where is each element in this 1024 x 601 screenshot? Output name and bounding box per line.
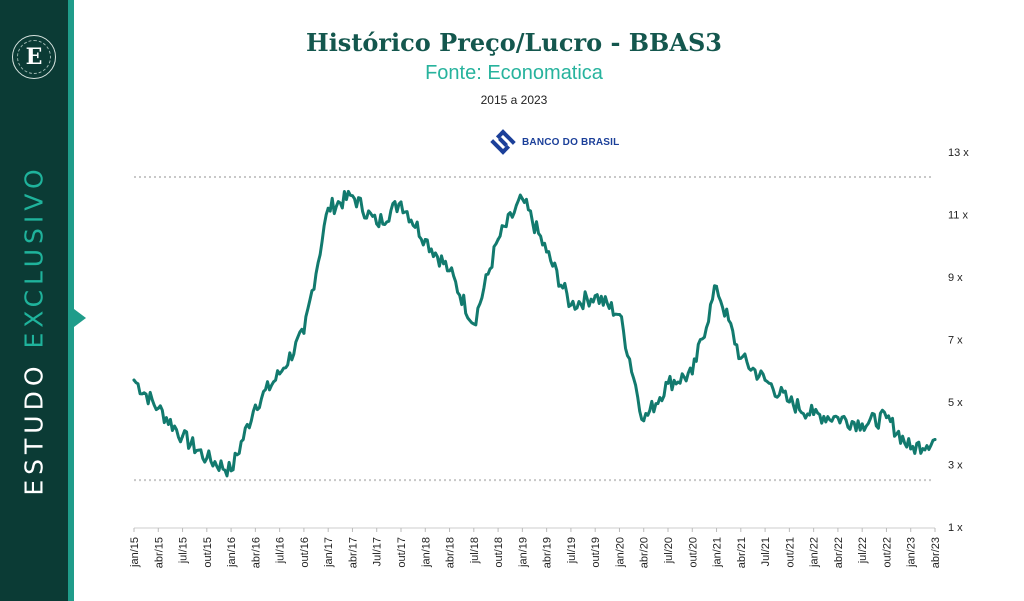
x-tick-label: out/15 (202, 537, 214, 568)
data-point (375, 222, 379, 226)
data-point (326, 206, 330, 210)
data-point (860, 422, 864, 426)
x-tick-label: abr/21 (736, 537, 748, 568)
y-tick-label: 9 x (948, 272, 963, 284)
y-tick-label: 3 x (948, 460, 963, 472)
data-point (715, 284, 719, 288)
x-tick-label: jan/22 (809, 537, 821, 568)
data-point (399, 200, 403, 204)
x-tick-label: out/18 (493, 537, 505, 568)
x-tick-label: jan/18 (420, 537, 432, 568)
data-point (666, 381, 670, 385)
data-point (545, 250, 549, 254)
data-point (278, 372, 282, 376)
data-point (205, 456, 209, 460)
y-tick-label: 11 x (948, 210, 968, 222)
data-point (520, 197, 524, 201)
x-tick-label: abr/17 (347, 537, 359, 568)
x-tick-label: Jul/21 (760, 537, 772, 566)
data-point (836, 416, 840, 420)
x-tick-label: jul/19 (566, 537, 578, 564)
x-tick-label: jul/20 (663, 537, 675, 564)
data-point (593, 294, 597, 298)
x-tick-label: jan/16 (226, 537, 238, 568)
y-tick-label: 13 x (948, 147, 969, 159)
x-tick-label: jul/22 (857, 537, 869, 564)
x-tick-label: jan/20 (614, 537, 626, 568)
data-point (132, 378, 136, 382)
x-tick-label: out/17 (396, 537, 408, 568)
data-point (350, 194, 354, 198)
x-tick-label: Jul/17 (372, 537, 384, 566)
x-tick-label: abr/16 (250, 537, 262, 568)
data-point (739, 356, 743, 360)
data-point (812, 413, 816, 416)
data-point (763, 378, 767, 382)
data-point (909, 447, 913, 451)
x-tick-label: jul/15 (178, 537, 190, 564)
data-point (933, 438, 937, 441)
y-tick-label: 1 x (948, 522, 963, 534)
data-point (496, 238, 500, 241)
x-tick-label: jul/18 (469, 537, 481, 564)
bank-logo-icon (490, 129, 516, 155)
data-point (448, 269, 452, 273)
x-tick-label: jan/19 (517, 537, 529, 568)
sidebar: E ESTUDO EXCLUSIVO (0, 0, 68, 601)
data-point (156, 406, 160, 410)
data-point (253, 403, 257, 407)
brand-logo: E (12, 35, 56, 79)
chart-title: Histórico Preço/Lucro - BBAS3 (306, 28, 722, 57)
y-tick-label: 5 x (948, 397, 963, 409)
y-axis-ticks: 1 x 3 x 5 x 7 x 9 x 11 x 13 x (948, 147, 969, 534)
data-point (569, 303, 573, 307)
data-point (472, 322, 476, 326)
x-tick-label: jul/16 (275, 537, 287, 564)
data-point (884, 416, 888, 420)
x-tick-label: jan/17 (323, 537, 335, 568)
data-point (642, 419, 646, 423)
x-tick-label: out/21 (784, 537, 796, 568)
x-tick-label: jan/21 (712, 537, 724, 568)
data-point (302, 331, 306, 335)
x-tick-label: abr/18 (445, 537, 457, 568)
data-point (423, 238, 427, 241)
sidebar-arrow-icon (74, 309, 86, 327)
data-point (181, 434, 185, 438)
chart-period: 2015 a 2023 (480, 93, 548, 107)
data-point (617, 313, 621, 316)
series-line-0 (132, 189, 937, 478)
x-tick-label: abr/22 (833, 537, 845, 568)
series-lines (132, 189, 937, 478)
x-tick-label: abr/19 (542, 537, 554, 568)
bank-logo-text: BANCO DO BRASIL (522, 136, 620, 148)
x-tick-label: jan/23 (906, 537, 918, 568)
x-tick-label: abr/20 (639, 537, 651, 568)
x-tick-label: abr/15 (153, 537, 165, 568)
sidebar-accent-stripe (68, 0, 74, 601)
x-tick-label: out/16 (299, 537, 311, 568)
data-point (229, 469, 233, 473)
x-tick-label: out/22 (881, 537, 893, 568)
chart-subtitle: Fonte: Economatica (425, 62, 603, 84)
brand-logo-letter: E (17, 40, 51, 74)
x-tick-label: abr/23 (930, 537, 942, 568)
data-point (787, 400, 791, 404)
x-tick-label: jan/15 (129, 537, 141, 568)
bank-logo: BANCO DO BRASIL (488, 126, 619, 158)
y-tick-label: 7 x (948, 335, 963, 347)
x-axis-ticks: jan/15 abr/15 jul/15 out/15 jan/16 abr/16 jul/… (129, 528, 942, 568)
data-point (690, 372, 694, 376)
reference-lines (134, 176, 933, 482)
x-tick-label: out/19 (590, 537, 602, 568)
x-tick-label: out/20 (687, 537, 699, 568)
